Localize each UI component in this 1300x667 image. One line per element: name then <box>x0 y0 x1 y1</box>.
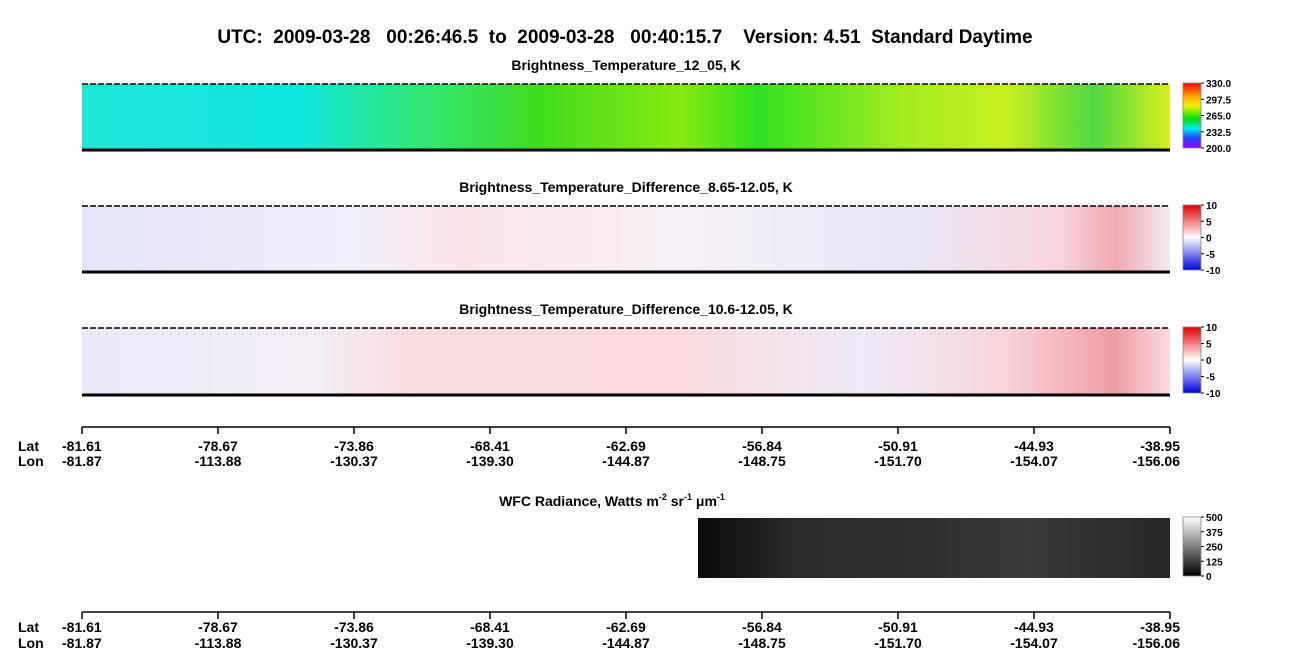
lat-tick-label: -56.84 <box>742 619 782 635</box>
panel-title: WFC Radiance, Watts m-2 sr-1 μm-1 <box>499 492 725 509</box>
lon-tick-label: -151.70 <box>874 635 922 651</box>
lat-tick-label: -44.93 <box>1014 438 1054 454</box>
colorbar-tick-label: -5 <box>1206 250 1215 261</box>
lon-tick-label: -154.07 <box>1010 635 1058 651</box>
lon-tick-label: -130.37 <box>330 453 378 469</box>
lon-tick-label: -148.75 <box>738 453 786 469</box>
lon-tick-label: -139.30 <box>466 453 514 469</box>
colorbar-tick-label: 375 <box>1206 528 1223 539</box>
panel-title: Brightness_Temperature_12_05, K <box>511 57 740 73</box>
lon-tick-label: -151.70 <box>874 453 922 469</box>
title-part: WFC Radiance, Watts m <box>499 493 659 509</box>
colorbar <box>1182 204 1202 271</box>
lat-tick-label: -44.93 <box>1014 619 1054 635</box>
colorbar-tick-label: 250 <box>1206 543 1223 554</box>
lat-tick-label: -78.67 <box>198 438 238 454</box>
title-superscript: -2 <box>659 492 667 502</box>
lat-tick-label: -62.69 <box>606 619 646 635</box>
colorbar-tick-label: 10 <box>1206 323 1218 334</box>
colorbar-tick-label: 0 <box>1206 356 1212 367</box>
colorbar-tick-label: 200.0 <box>1206 144 1231 155</box>
lon-tick-label: -113.88 <box>195 635 242 651</box>
colorbar-tick-label: -10 <box>1206 389 1221 400</box>
title-superscript: -1 <box>684 492 692 502</box>
lon-tick-label: -144.87 <box>602 635 650 651</box>
colorbar-tick-label: 232.5 <box>1206 128 1231 139</box>
lon-tick-label: -156.06 <box>1133 453 1181 469</box>
title-part: μm <box>692 493 717 509</box>
colorbar <box>1182 82 1202 149</box>
lat-axis-name: Lat <box>18 438 39 454</box>
lat-tick-label: -56.84 <box>742 438 782 454</box>
heatmap-image <box>82 206 1170 272</box>
lat-tick-label: -50.91 <box>878 619 918 635</box>
title-superscript: -1 <box>717 492 725 502</box>
lat-tick-label: -81.61 <box>62 438 102 454</box>
colorbar-tick-label: 5 <box>1206 340 1212 351</box>
colorbar-tick-label: -5 <box>1206 373 1215 384</box>
colorbar-tick-label: 297.5 <box>1206 95 1231 106</box>
lat-tick-label: -38.95 <box>1140 438 1180 454</box>
lon-tick-label: -130.37 <box>330 635 378 651</box>
lon-tick-label: -154.07 <box>1010 453 1058 469</box>
lat-tick-label: -38.95 <box>1140 619 1180 635</box>
lon-axis-name: Lon <box>18 453 44 469</box>
colorbar-tick-label: 265.0 <box>1206 112 1231 123</box>
lat-axis-name: Lat <box>18 619 39 635</box>
lon-tick-label: -148.75 <box>738 635 786 651</box>
lat-tick-label: -62.69 <box>606 438 646 454</box>
colorbar-tick-label: 330.0 <box>1206 79 1231 90</box>
figure-title: UTC: 2009-03-28 00:26:46.5 to 2009-03-28… <box>217 27 1032 48</box>
colorbar-tick-label: 0 <box>1206 234 1212 245</box>
lon-tick-label: -81.87 <box>62 453 102 469</box>
lat-tick-label: -78.67 <box>198 619 238 635</box>
colorbar-tick-label: -10 <box>1206 266 1221 277</box>
heatmap-image <box>82 84 1170 150</box>
title-part: sr <box>667 493 685 509</box>
colorbar <box>1182 326 1202 394</box>
colorbar-tick-label: 0 <box>1206 572 1212 583</box>
lon-tick-label: -139.30 <box>466 635 514 651</box>
colorbar-tick-label: 500 <box>1206 513 1223 524</box>
lat-tick-label: -73.86 <box>334 619 374 635</box>
lat-tick-label: -81.61 <box>62 619 102 635</box>
lat-tick-label: -68.41 <box>470 619 510 635</box>
colorbar-tick-label: 10 <box>1206 201 1218 212</box>
lat-tick-label: -68.41 <box>470 438 510 454</box>
lon-tick-label: -144.87 <box>602 453 650 469</box>
heatmap-image <box>82 328 1170 395</box>
panel-title: Brightness_Temperature_Difference_10.6-1… <box>459 301 793 317</box>
lat-tick-label: -50.91 <box>878 438 918 454</box>
colorbar-tick-label: 125 <box>1206 557 1223 568</box>
lon-tick-label: -113.88 <box>195 453 242 469</box>
panel-title: Brightness_Temperature_Difference_8.65-1… <box>459 179 793 195</box>
lon-axis-name: Lon <box>18 635 44 651</box>
colorbar-tick-label: 5 <box>1206 217 1212 228</box>
colorbar <box>1182 516 1202 577</box>
lon-tick-label: -156.06 <box>1133 635 1181 651</box>
lon-tick-label: -81.87 <box>62 635 102 651</box>
lat-tick-label: -73.86 <box>334 438 374 454</box>
heatmap-image <box>698 518 1170 578</box>
